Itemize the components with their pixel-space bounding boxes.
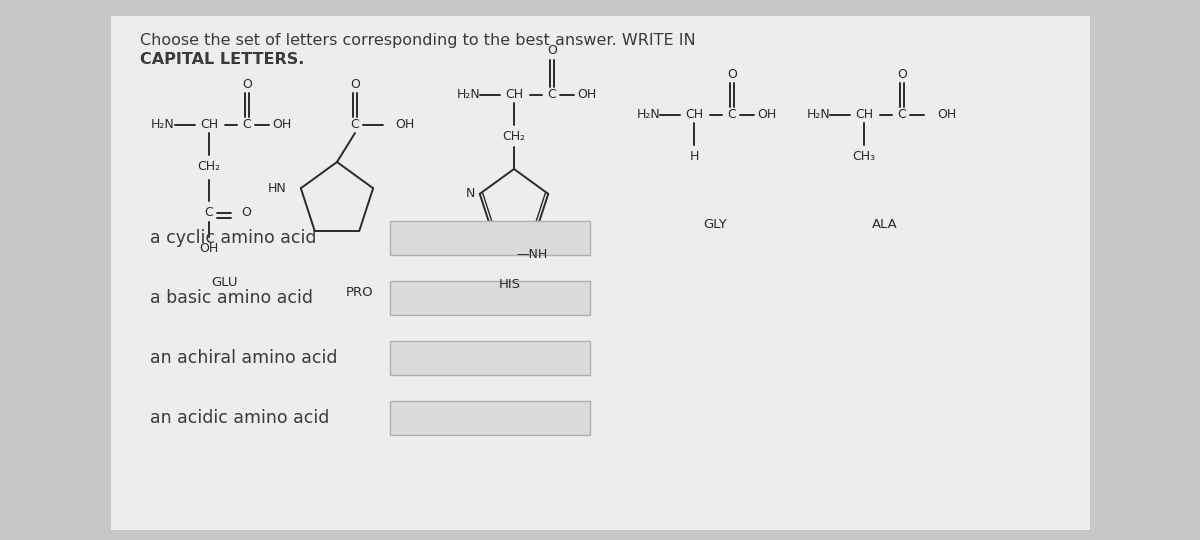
Text: OH: OH [199, 242, 218, 255]
Text: CH: CH [854, 109, 874, 122]
FancyBboxPatch shape [390, 341, 590, 375]
Text: OH: OH [395, 118, 414, 132]
Text: C: C [350, 118, 359, 132]
FancyBboxPatch shape [110, 15, 1090, 530]
Text: a cyclic amino acid: a cyclic amino acid [150, 229, 317, 247]
Text: H: H [689, 151, 698, 164]
Text: O: O [241, 206, 251, 219]
Text: a basic amino acid: a basic amino acid [150, 289, 313, 307]
Text: HIS: HIS [499, 279, 521, 292]
Text: H₂N: H₂N [806, 109, 830, 122]
FancyBboxPatch shape [390, 401, 590, 435]
Text: an achiral amino acid: an achiral amino acid [150, 349, 337, 367]
Text: GLY: GLY [703, 219, 727, 232]
Text: ALA: ALA [872, 219, 898, 232]
Text: CH: CH [505, 89, 523, 102]
Text: C: C [727, 109, 737, 122]
Text: O: O [898, 69, 907, 82]
Text: C: C [242, 118, 251, 132]
Text: GLU: GLU [211, 276, 239, 289]
Text: C: C [898, 109, 906, 122]
Text: O: O [350, 78, 360, 91]
Text: O: O [547, 44, 557, 57]
Text: C: C [547, 89, 557, 102]
Text: OH: OH [937, 109, 956, 122]
Text: H₂N: H₂N [456, 89, 480, 102]
Text: CH: CH [685, 109, 703, 122]
Text: H₂N: H₂N [151, 118, 175, 132]
Text: OH: OH [577, 89, 596, 102]
FancyBboxPatch shape [390, 221, 590, 255]
Text: N: N [466, 187, 475, 200]
Text: CAPITAL LETTERS.: CAPITAL LETTERS. [140, 52, 305, 67]
Text: O: O [242, 78, 252, 91]
FancyBboxPatch shape [390, 281, 590, 315]
Text: —NH: —NH [516, 248, 547, 261]
Text: H₂N: H₂N [636, 109, 660, 122]
Text: an acidic amino acid: an acidic amino acid [150, 409, 329, 427]
Text: CH₂: CH₂ [503, 131, 526, 144]
Text: CH: CH [200, 118, 218, 132]
Text: PRO: PRO [346, 287, 374, 300]
Text: OH: OH [757, 109, 776, 122]
Text: O: O [727, 69, 737, 82]
Text: OH: OH [272, 118, 292, 132]
Text: CH₂: CH₂ [198, 160, 221, 173]
Text: C: C [205, 206, 214, 219]
Text: Choose the set of letters corresponding to the best answer. WRITE IN: Choose the set of letters corresponding … [140, 33, 696, 48]
Text: HN: HN [268, 182, 287, 195]
Text: CH₃: CH₃ [852, 151, 876, 164]
